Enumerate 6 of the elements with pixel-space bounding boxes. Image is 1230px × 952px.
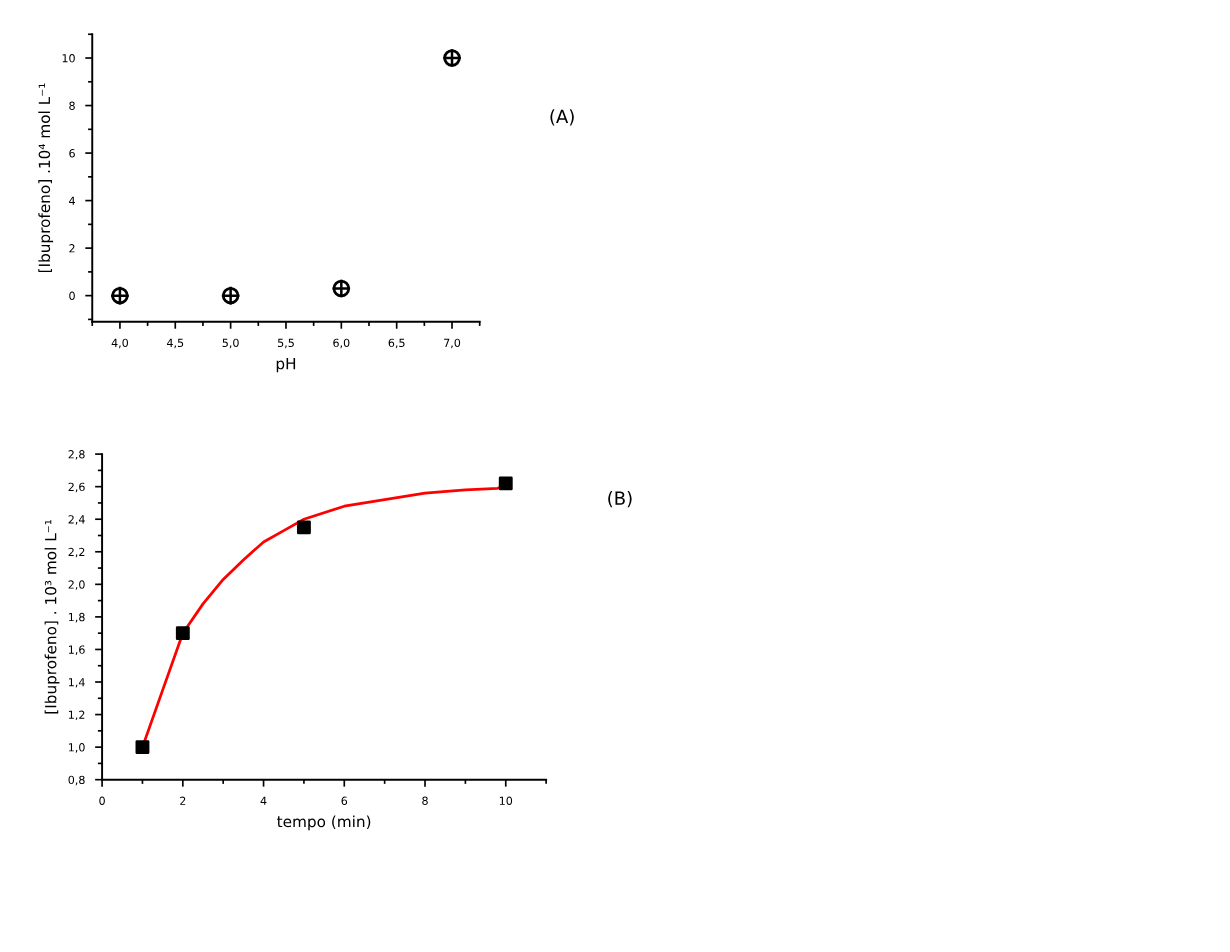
point xyxy=(498,476,513,491)
point xyxy=(296,520,311,535)
point xyxy=(175,626,190,641)
text: (B) xyxy=(608,491,632,508)
text: (A) xyxy=(550,109,574,126)
point xyxy=(135,740,150,755)
